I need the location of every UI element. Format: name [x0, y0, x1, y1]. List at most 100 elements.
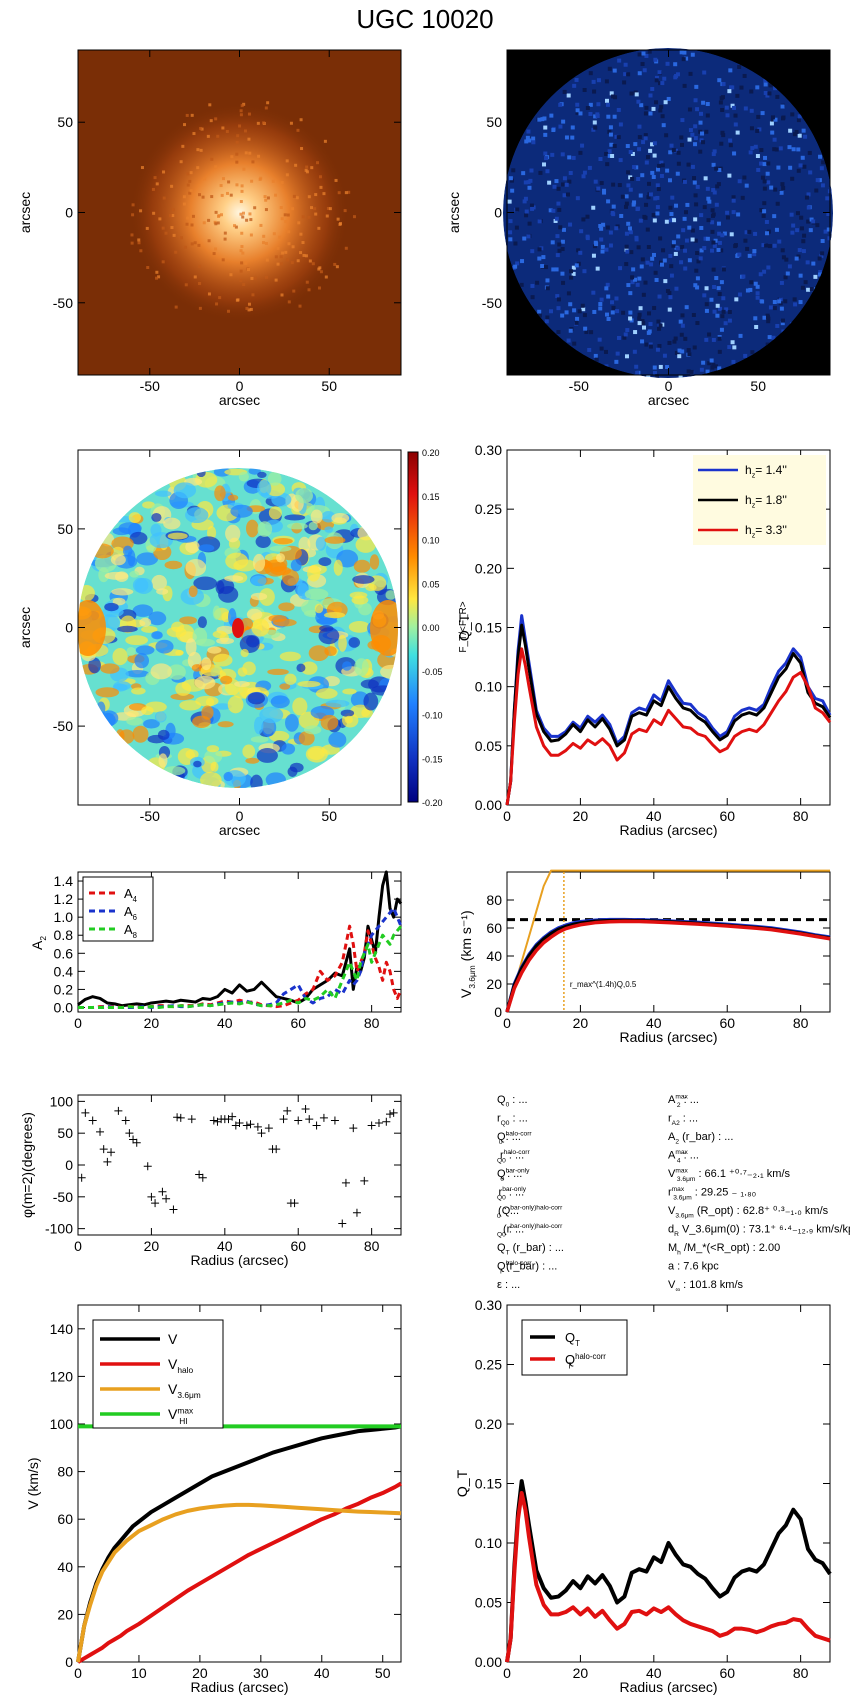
image-pixel — [572, 341, 577, 346]
force-blob — [100, 712, 116, 728]
force-blob — [300, 661, 318, 675]
phase-point — [367, 1121, 376, 1130]
image-pixel — [227, 180, 231, 184]
image-pixel — [744, 183, 749, 188]
image-pixel — [531, 136, 536, 141]
image-pixel — [569, 269, 574, 274]
image-pixel — [310, 166, 314, 170]
force-blob — [363, 692, 379, 711]
image-pixel — [593, 125, 598, 130]
image-pixel — [628, 187, 633, 192]
force-blob — [344, 715, 353, 724]
force-blob — [242, 661, 256, 676]
image-pixel — [787, 145, 792, 150]
colorbar-tick-label: 0.20 — [422, 448, 440, 458]
image-pixel — [717, 336, 722, 341]
force-blob — [185, 507, 209, 524]
image-pixel — [208, 103, 212, 107]
image-pixel — [699, 111, 704, 116]
force-blob — [285, 713, 299, 732]
image-pixel — [702, 293, 707, 298]
legend-label: A6 — [124, 904, 137, 922]
image-pixel — [235, 298, 239, 302]
image-pixel — [618, 158, 623, 163]
image-pixel — [280, 217, 284, 221]
force-blob — [201, 657, 212, 671]
image-pixel — [157, 275, 161, 279]
force-blob — [198, 544, 215, 552]
phase-point — [385, 1110, 394, 1119]
image-pixel — [772, 147, 777, 152]
image-pixel — [130, 233, 134, 237]
image-pixel — [214, 117, 218, 121]
image-pixel — [735, 253, 740, 258]
image-pixel — [727, 318, 732, 323]
image-pixel — [604, 247, 609, 252]
table-entry: a : 7.6 kpc — [668, 1261, 719, 1273]
image-pixel — [673, 75, 678, 80]
force-blob — [214, 485, 226, 502]
force-blob — [308, 521, 318, 531]
force-blob — [173, 482, 197, 499]
image-pixel — [743, 353, 748, 358]
image-pixel — [585, 234, 590, 239]
y-tick-label: 0.4 — [54, 963, 74, 979]
phase-point — [312, 1121, 321, 1130]
image-pixel — [679, 332, 684, 337]
image-pixel — [301, 215, 305, 219]
image-pixel — [551, 208, 556, 213]
force-blob — [257, 471, 267, 479]
image-pixel — [550, 240, 555, 245]
image-pixel — [276, 262, 280, 266]
y-tick-label: 0.2 — [54, 981, 74, 997]
image-pixel — [711, 267, 716, 272]
image-pixel — [634, 364, 639, 369]
y-tick-label: 20 — [486, 976, 502, 992]
image-pixel — [669, 264, 674, 269]
phase-point — [294, 1116, 303, 1125]
image-pixel — [648, 93, 653, 98]
image-pixel — [316, 161, 320, 165]
force-blob — [276, 553, 286, 563]
image-pixel — [334, 178, 338, 182]
image-pixel — [749, 126, 754, 131]
image-pixel — [808, 170, 813, 175]
image-pixel — [241, 215, 245, 219]
image-pixel — [788, 165, 793, 170]
image-pixel — [244, 151, 248, 155]
image-pixel — [725, 210, 730, 215]
image-pixel — [239, 109, 243, 113]
image-pixel — [629, 91, 634, 96]
x-axis-label: Radius (arcsec) — [619, 822, 717, 838]
image-pixel — [651, 106, 656, 111]
image-pixel — [644, 202, 649, 207]
image-pixel — [223, 231, 227, 235]
force-blob — [310, 509, 323, 524]
image-pixel — [749, 108, 754, 113]
image-pixel — [280, 293, 284, 297]
phase-point — [176, 1113, 185, 1122]
force-blob — [104, 571, 129, 580]
image-pixel — [578, 111, 583, 116]
image-pixel — [796, 168, 801, 173]
image-pixel — [542, 116, 547, 121]
image-pixel — [652, 365, 657, 370]
image-pixel — [699, 367, 704, 372]
image-pixel — [702, 70, 707, 75]
image-pixel — [296, 259, 300, 263]
image-pixel — [714, 202, 719, 207]
image-pixel — [571, 265, 576, 270]
force-blob — [297, 680, 321, 688]
legend-box — [82, 876, 154, 942]
image-pixel — [710, 365, 715, 370]
panel-rotation-curve: 0 20 40 60 80 0 20 40 60 80 Radius (arcsec) r_max^(… — [458, 869, 831, 1045]
y-tick-label: 50 — [57, 521, 73, 537]
image-pixel — [696, 259, 701, 264]
image-pixel — [684, 56, 689, 61]
image-pixel — [818, 154, 823, 159]
y-tick-label: 50 — [57, 1125, 73, 1141]
y-tick-label: -100 — [45, 1221, 73, 1237]
image-pixel — [299, 251, 303, 255]
image-pixel — [629, 250, 634, 255]
image-pixel — [705, 102, 710, 107]
